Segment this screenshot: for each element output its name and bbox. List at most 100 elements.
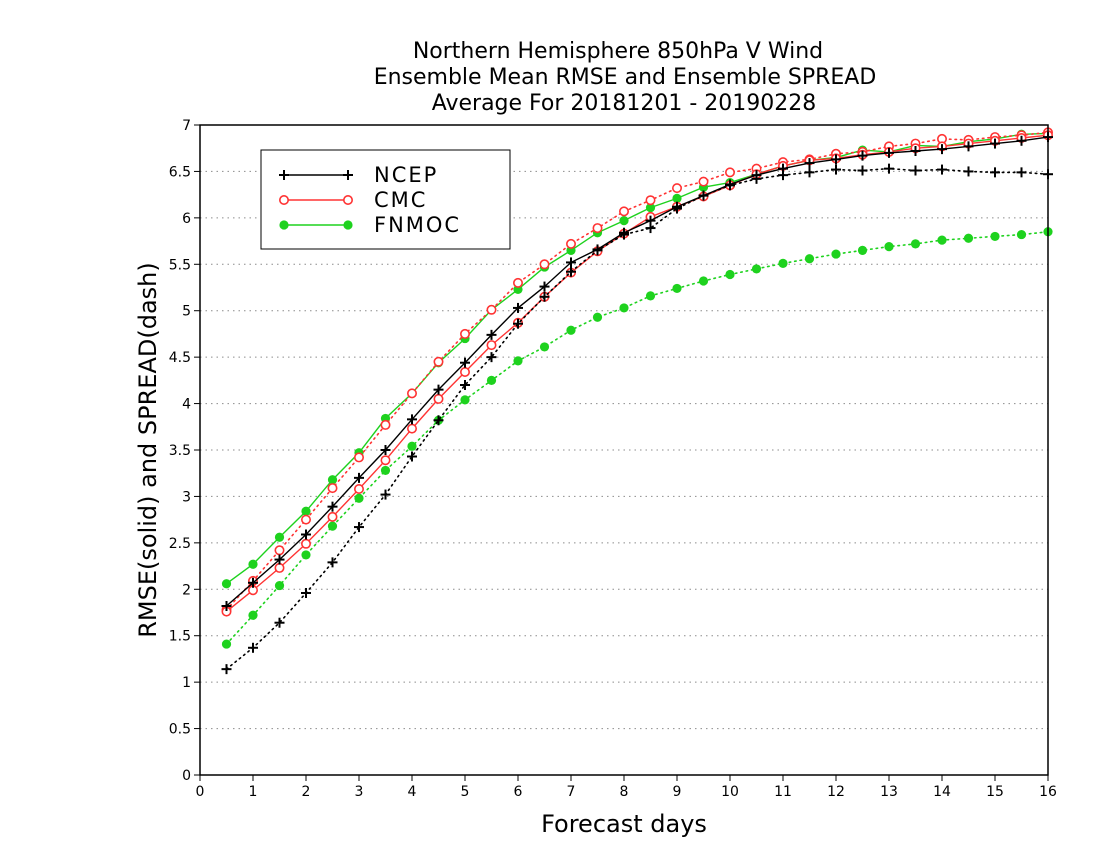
fnmoc-spread-point	[407, 441, 417, 451]
fnmoc-rmse-point	[672, 193, 682, 203]
legend-label-ncep: NCEP	[374, 163, 438, 187]
ncep-rmse-point	[698, 190, 709, 201]
ncep-rmse-point	[460, 357, 470, 368]
fnmoc-spread-point	[380, 465, 391, 476]
ncep-rmse-point	[619, 227, 629, 238]
ncep-rmse-point	[831, 154, 841, 165]
x-tick-label: 7	[567, 784, 576, 800]
ncep-rmse-point	[221, 601, 232, 611]
ncep-spread-point	[884, 163, 894, 174]
y-tick-label: 2.5	[169, 536, 191, 552]
series-layer	[221, 127, 1054, 675]
ncep-rmse-point	[778, 163, 788, 174]
fnmoc-spread-series	[221, 227, 1053, 649]
ncep-rmse-point	[672, 201, 682, 212]
x-tick-label: 1	[249, 784, 258, 800]
ncep-spread-point	[486, 352, 497, 363]
cmc-spread-point	[300, 514, 311, 525]
cmc-rmse-point	[486, 340, 497, 351]
cmc-rmse-point	[380, 455, 391, 466]
ncep-spread-point	[513, 318, 523, 329]
legend-marker-end-ncep	[343, 170, 353, 180]
ncep-rmse-point	[592, 244, 603, 255]
legend-marker-end-fnmoc	[343, 220, 353, 230]
cmc-spread-point	[698, 176, 709, 187]
fnmoc-spread-point	[619, 303, 629, 313]
fnmoc-spread-point	[513, 356, 523, 366]
cmc-spread-point	[618, 206, 629, 217]
ncep-rmse-point	[566, 257, 576, 268]
y-tick-label: 6.5	[169, 164, 191, 180]
ncep-spread-point	[274, 617, 285, 628]
y-tick-label: 5.5	[169, 257, 191, 273]
cmc-spread-point	[380, 419, 391, 430]
cmc-spread-point	[274, 545, 285, 556]
ncep-rmse-point	[539, 281, 550, 292]
legend-item-fnmoc: FNMOC	[279, 213, 459, 237]
ncep-rmse-point	[1016, 135, 1027, 146]
ncep-rmse-point	[248, 577, 258, 588]
fnmoc-spread-point	[857, 245, 868, 255]
ncep-spread-point	[433, 415, 444, 426]
ncep-spread-point	[963, 166, 974, 177]
fnmoc-spread-point	[831, 249, 841, 259]
fnmoc-spread-point	[990, 231, 1000, 242]
x-tick-label: 9	[673, 784, 682, 800]
fnmoc-spread-point	[778, 258, 788, 268]
ncep-rmse-point	[725, 179, 735, 190]
ncep-spread-point	[804, 167, 815, 178]
y-tick-label: 3	[182, 489, 191, 505]
x-tick-label: 8	[620, 784, 629, 800]
y-tick-label: 4.5	[169, 350, 191, 366]
legend-label-cmc: CMC	[374, 188, 427, 212]
legend-item-cmc: CMC	[278, 188, 427, 212]
ncep-rmse-point	[751, 170, 762, 181]
fnmoc-spread-point	[963, 233, 974, 243]
y-tick-label: 5	[182, 304, 191, 320]
ncep-spread-point	[301, 588, 311, 598]
y-tick-label: 0	[182, 768, 191, 784]
fnmoc-spread-point	[910, 239, 921, 249]
fnmoc-spread-point	[698, 276, 709, 286]
cmc-spread-point	[486, 304, 497, 315]
cmc-spread-point	[406, 388, 417, 399]
cmc-spread-point	[645, 195, 656, 206]
fnmoc-rmse-point	[619, 216, 629, 226]
legend-marker-start-fnmoc	[279, 220, 289, 230]
ncep-spread-point	[460, 380, 470, 390]
fnmoc-spread-point	[486, 375, 497, 385]
cmc-rmse-point	[327, 511, 338, 522]
fnmoc-spread-point	[804, 254, 815, 264]
ncep-spread-point	[857, 165, 868, 176]
cmc-spread-point	[353, 452, 364, 463]
chart-title: Northern Hemisphere 850hPa V Wind Ensemb…	[374, 39, 877, 116]
cmc-spread-point	[539, 259, 550, 270]
ncep-rmse-point	[937, 144, 947, 155]
fnmoc-spread-line	[225, 231, 1049, 645]
x-tick-label: 4	[408, 784, 417, 800]
fnmoc-spread-point	[327, 521, 338, 531]
cmc-rmse-point	[300, 538, 311, 549]
legend-marker-start-cmc	[278, 195, 289, 206]
ncep-spread-point	[910, 165, 921, 176]
fnmoc-rmse-point	[301, 506, 311, 516]
x-tick-label: 10	[721, 784, 739, 800]
fnmoc-spread-point	[301, 550, 311, 560]
grid-lines	[200, 170, 1048, 730]
x-tick-label: 13	[880, 784, 898, 800]
ncep-rmse-point	[645, 215, 656, 226]
ncep-spread-point	[248, 642, 258, 653]
ncep-spread-point	[831, 164, 841, 175]
x-tick-label: 5	[461, 784, 470, 800]
title-line-1: Northern Hemisphere 850hPa V Wind	[413, 39, 823, 64]
legend-item-ncep: NCEP	[279, 163, 438, 187]
cmc-spread-point	[592, 223, 603, 234]
ncep-rmse-point	[327, 501, 338, 512]
fnmoc-rmse-point	[645, 203, 656, 213]
ncep-rmse-point	[963, 141, 974, 152]
fnmoc-spread-point	[937, 235, 947, 245]
ncep-rmse-point	[884, 147, 894, 158]
y-axis-label: RMSE(solid) and SPREAD(dash)	[134, 262, 162, 638]
fnmoc-spread-point	[248, 610, 258, 620]
cmc-spread-point	[512, 277, 523, 288]
